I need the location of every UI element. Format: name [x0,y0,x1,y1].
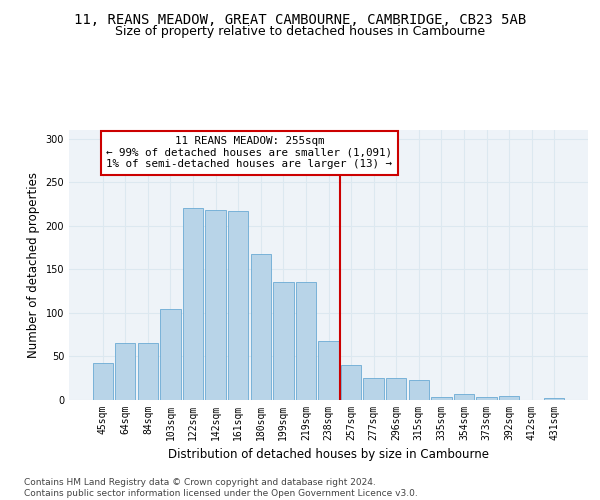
Bar [454,394,474,400]
Bar [409,380,429,400]
Text: 11, REANS MEADOW, GREAT CAMBOURNE, CAMBRIDGE, CB23 5AB: 11, REANS MEADOW, GREAT CAMBOURNE, CAMBR… [74,12,526,26]
Bar [251,254,271,400]
Bar [364,378,384,400]
Bar [115,344,136,400]
Bar [205,210,226,400]
Bar [544,398,565,400]
Bar [341,365,361,400]
Bar [431,396,452,400]
X-axis label: Distribution of detached houses by size in Cambourne: Distribution of detached houses by size … [168,448,489,462]
Y-axis label: Number of detached properties: Number of detached properties [27,172,40,358]
Bar [92,362,113,400]
Bar [386,378,406,400]
Bar [273,282,293,400]
Bar [499,396,519,400]
Bar [228,211,248,400]
Bar [138,344,158,400]
Bar [296,282,316,400]
Bar [476,398,497,400]
Text: Size of property relative to detached houses in Cambourne: Size of property relative to detached ho… [115,25,485,38]
Text: 11 REANS MEADOW: 255sqm
← 99% of detached houses are smaller (1,091)
1% of semi-: 11 REANS MEADOW: 255sqm ← 99% of detache… [106,136,392,170]
Bar [160,308,181,400]
Text: Contains HM Land Registry data © Crown copyright and database right 2024.
Contai: Contains HM Land Registry data © Crown c… [24,478,418,498]
Bar [319,341,338,400]
Bar [183,208,203,400]
